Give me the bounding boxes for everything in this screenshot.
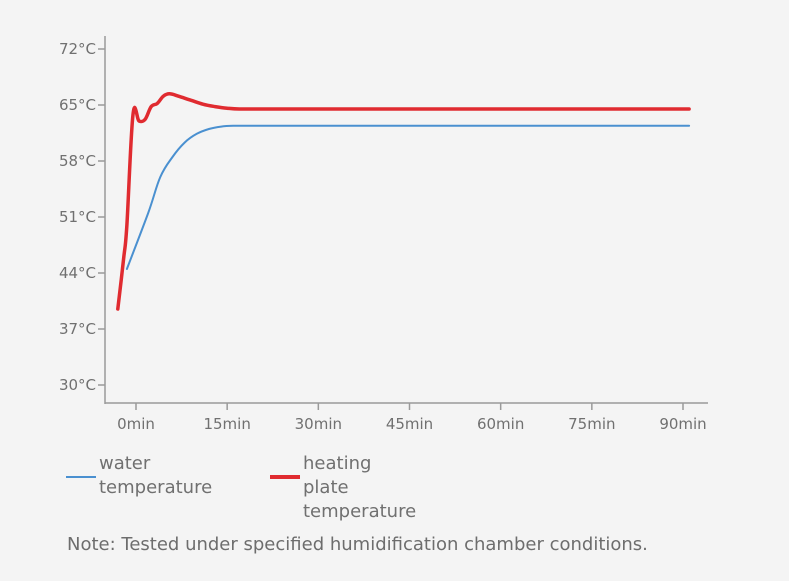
legend-label-heating: heating plate temperature — [303, 453, 417, 522]
legend-swatch-water — [66, 476, 96, 478]
temperature-chart: 30°C 37°C 44°C 51°C 58°C 65°C 72°C 0min 15min 30… — [59, 36, 708, 433]
x-tick-label: 0min — [117, 415, 155, 433]
series-line-water-temperature — [125, 124, 691, 270]
y-tick-label: 65°C — [59, 96, 96, 114]
x-tick-label: 60min — [477, 415, 524, 433]
x-tick-label: 15min — [203, 415, 250, 433]
x-tick-label: 30min — [295, 415, 342, 433]
legend-swatch-heating — [270, 475, 300, 479]
y-tick-label: 30°C — [59, 376, 96, 394]
footnote: Note: Tested under specified humidificat… — [67, 534, 648, 555]
y-tick-label: 58°C — [59, 152, 96, 170]
y-tick-label: 44°C — [59, 264, 96, 282]
x-tick-label: 90min — [659, 415, 706, 433]
x-tick-label: 45min — [386, 415, 433, 433]
y-tick-label: 37°C — [59, 320, 96, 338]
series-line-heating-plate-temperature — [116, 92, 691, 311]
legend-label-water: water temperature — [99, 453, 213, 498]
y-tick-label: 51°C — [59, 208, 96, 226]
y-tick-label: 72°C — [59, 40, 96, 58]
x-tick-label: 75min — [568, 415, 615, 433]
